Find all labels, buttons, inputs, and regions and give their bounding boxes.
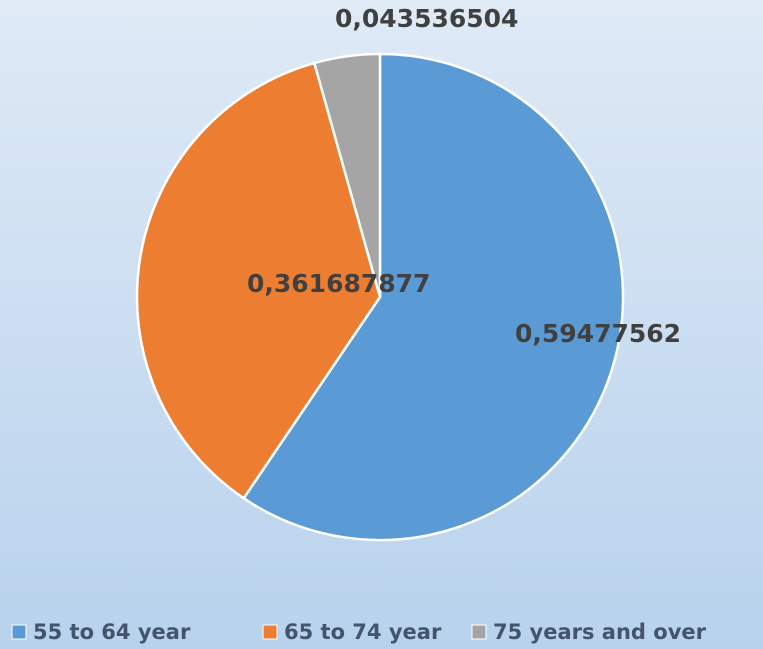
legend-label: 65 to 74 year	[284, 620, 442, 644]
pie-slice	[312, 52, 382, 298]
data-label: 0,361687877	[247, 269, 430, 298]
legend-label: 55 to 64 year	[33, 620, 191, 644]
legend-swatch	[262, 624, 278, 640]
legend-label: 75 years and over	[493, 620, 707, 644]
data-label: 0,59477562	[515, 319, 681, 348]
data-label: 0,043536504	[335, 4, 518, 33]
legend-swatch	[471, 624, 487, 640]
pie-slice	[241, 52, 625, 542]
legend-swatch	[11, 624, 27, 640]
pie-slice	[135, 61, 382, 500]
